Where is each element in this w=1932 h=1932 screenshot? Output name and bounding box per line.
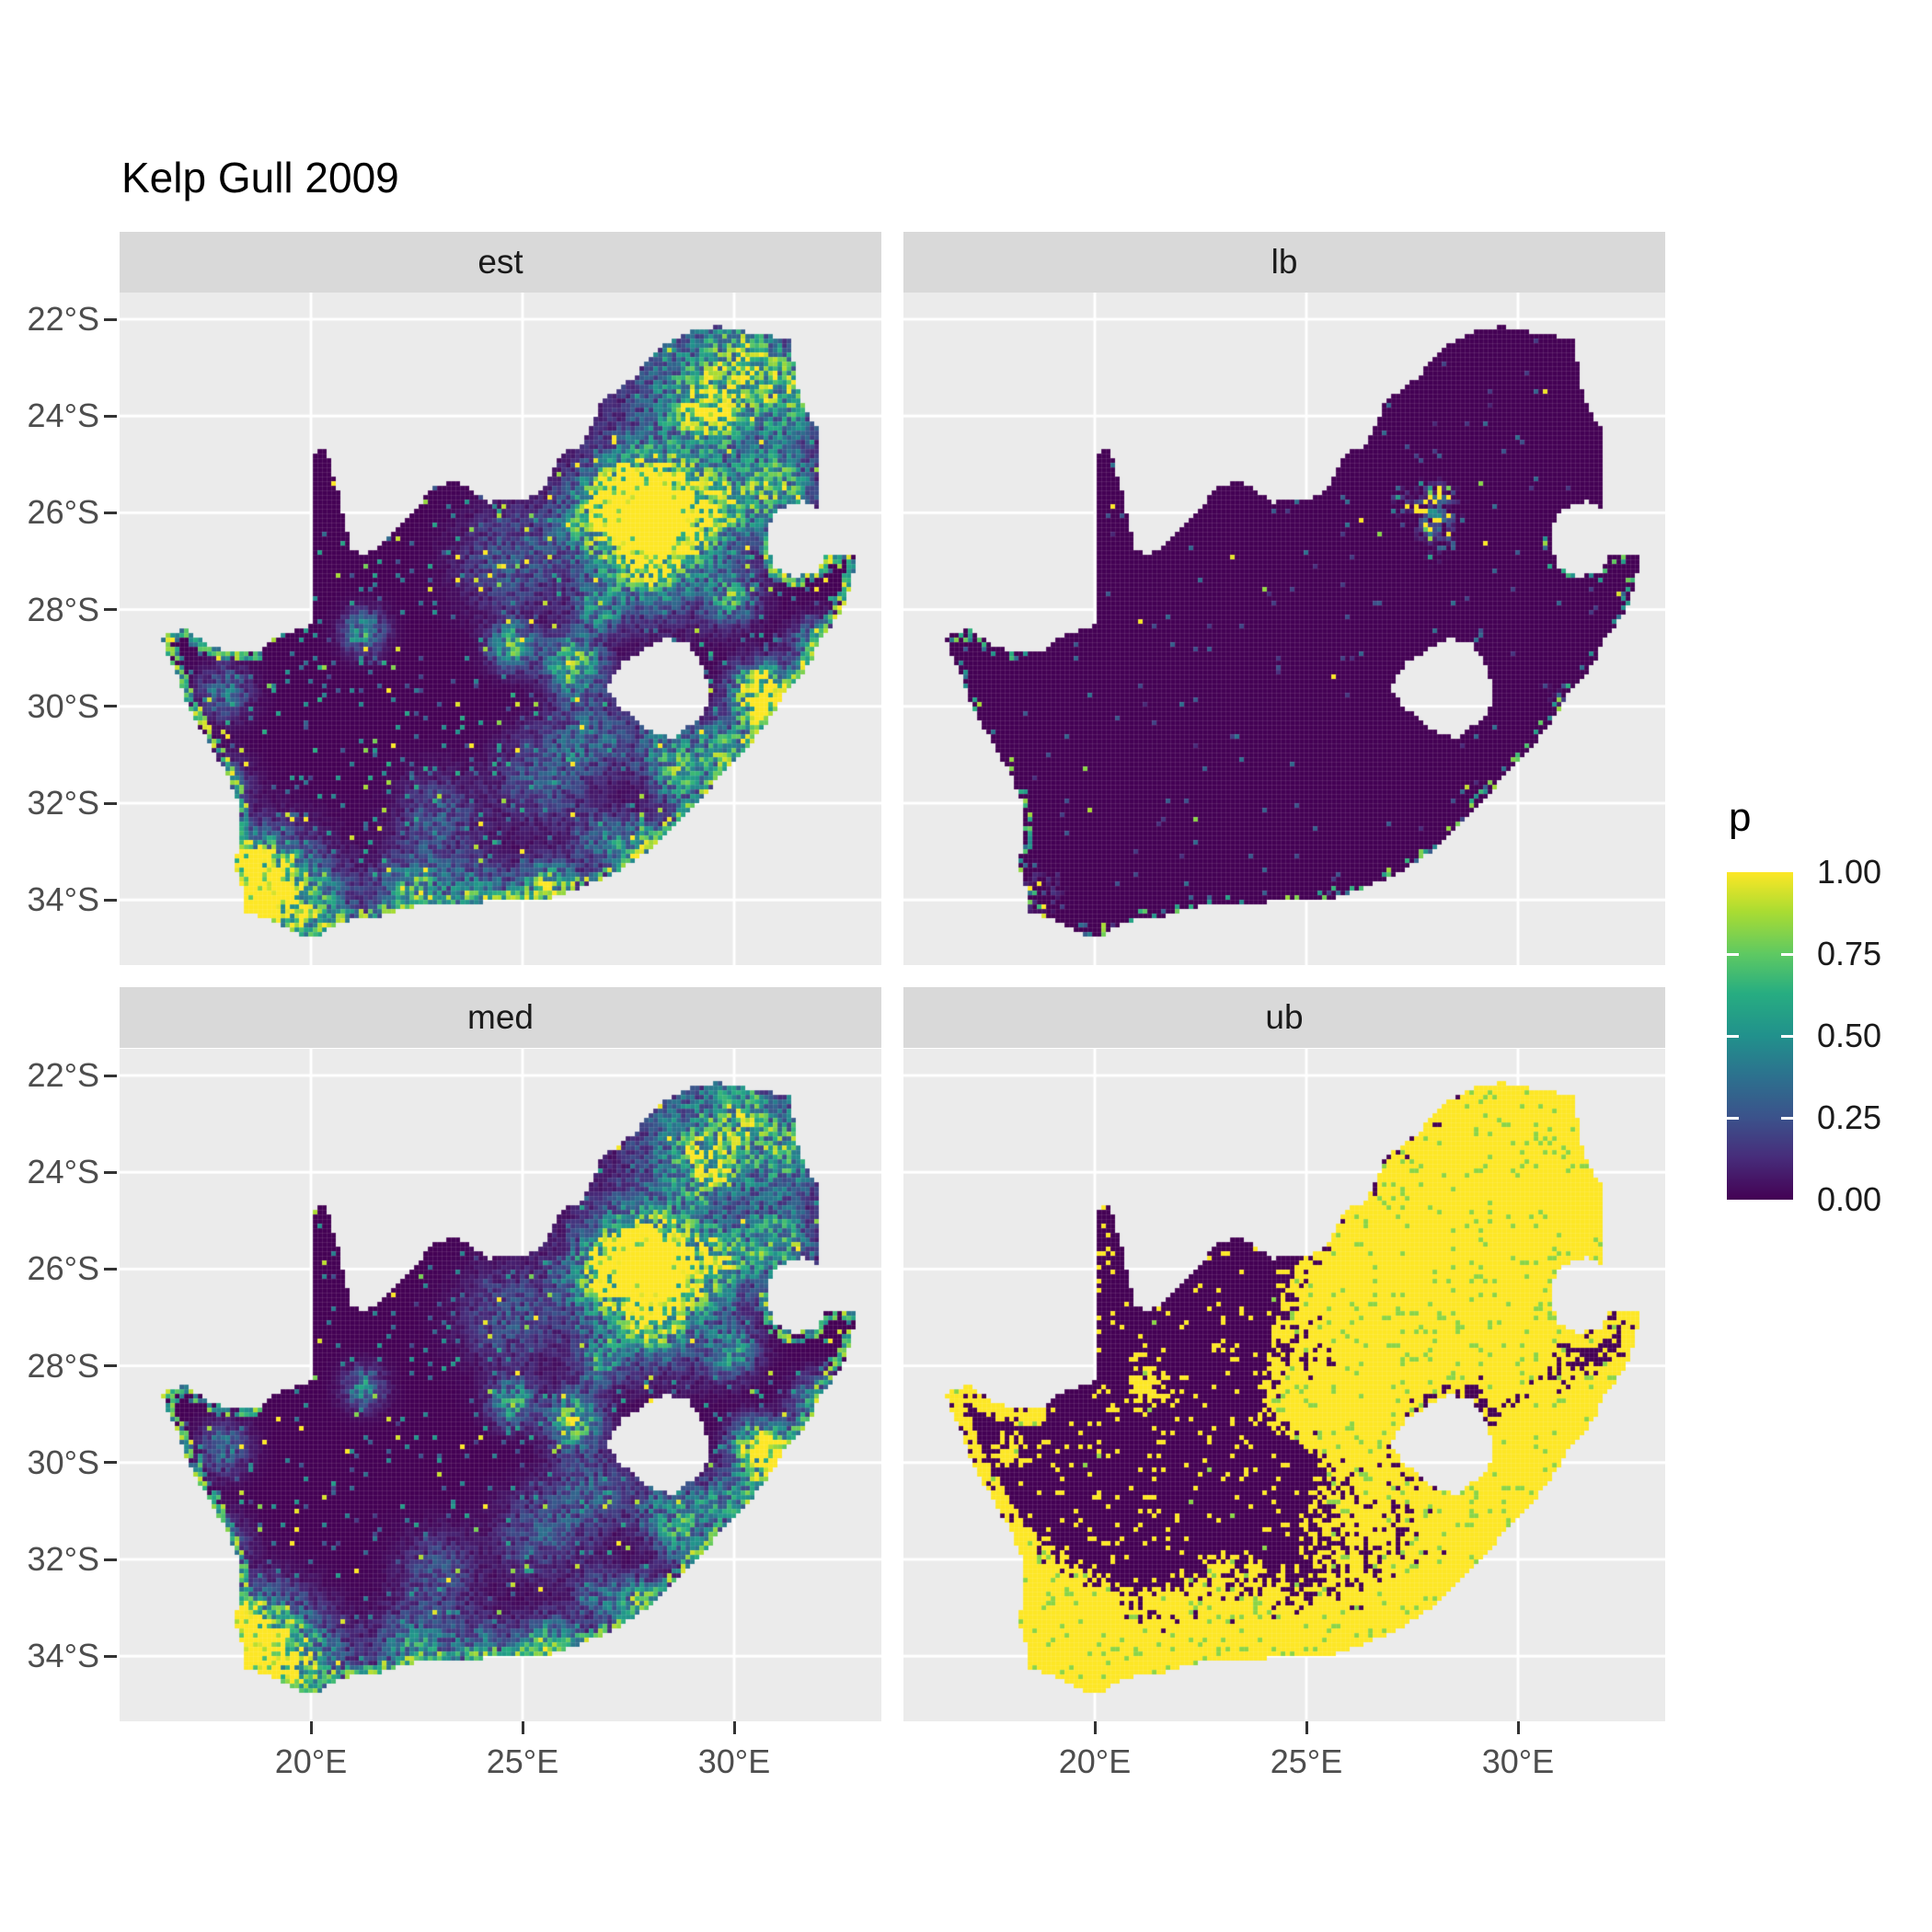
y-axis-tick <box>104 1170 117 1174</box>
legend-title: p <box>1729 795 1752 840</box>
y-axis-tick <box>104 801 117 805</box>
legend-tick-mark <box>1781 1034 1793 1038</box>
legend-tick-mark <box>1781 952 1793 956</box>
legend-tick-label: 1.00 <box>1817 853 1882 891</box>
map-panel-est <box>120 293 881 965</box>
y-axis-label: 34°S <box>27 1637 99 1675</box>
y-axis-label: 22°S <box>27 1056 99 1094</box>
y-axis-label: 34°S <box>27 880 99 919</box>
legend-tick-label: 0.50 <box>1817 1017 1882 1054</box>
y-axis-label: 24°S <box>27 397 99 435</box>
y-axis-tick <box>104 898 117 902</box>
y-axis-tick <box>104 1461 117 1465</box>
legend-tick-mark <box>1727 1034 1739 1038</box>
x-axis-tick <box>732 1721 736 1734</box>
facet-strip-label: lb <box>1271 243 1298 281</box>
legend-tick-mark <box>1781 1116 1793 1120</box>
facet-strip-label: ub <box>1265 998 1304 1036</box>
y-axis-label: 28°S <box>27 590 99 628</box>
facet-strip-label: med <box>467 998 534 1036</box>
facet-strip-est: est <box>120 232 881 293</box>
facet-strip-med: med <box>120 987 881 1048</box>
legend-tick-mark <box>1727 952 1739 956</box>
facet-strip-label: est <box>477 243 523 281</box>
facet-strip-ub: ub <box>903 987 1665 1048</box>
y-axis-tick <box>104 1558 117 1561</box>
y-axis-label: 26°S <box>27 1249 99 1288</box>
legend-tick-label: 0.25 <box>1817 1098 1882 1136</box>
y-axis-label: 26°S <box>27 493 99 532</box>
x-axis-label: 20°E <box>1058 1742 1132 1780</box>
y-axis-label: 30°S <box>27 686 99 725</box>
legend-tick-mark <box>1727 1116 1739 1120</box>
x-axis-tick <box>1516 1721 1520 1734</box>
map-panel-ub <box>903 1049 1665 1721</box>
x-axis-tick <box>1305 1721 1308 1734</box>
y-axis-label: 30°S <box>27 1443 99 1481</box>
y-axis-tick <box>104 1267 117 1271</box>
y-axis-label: 32°S <box>27 1540 99 1578</box>
legend-tick-label: 0.75 <box>1817 935 1882 972</box>
y-axis-label: 24°S <box>27 1153 99 1191</box>
x-axis-label: 30°E <box>697 1742 771 1780</box>
map-panel-med <box>120 1049 881 1721</box>
y-axis-label: 28°S <box>27 1346 99 1385</box>
y-axis-tick <box>104 705 117 708</box>
y-axis-tick <box>104 414 117 418</box>
x-axis-label: 25°E <box>486 1742 559 1780</box>
y-axis-tick <box>104 511 117 514</box>
x-axis-label: 20°E <box>274 1742 348 1780</box>
x-axis-tick <box>521 1721 524 1734</box>
y-axis-tick <box>104 608 117 612</box>
x-axis-label: 30°E <box>1481 1742 1555 1780</box>
y-axis-label: 22°S <box>27 300 99 338</box>
legend-tick-label: 0.00 <box>1817 1180 1882 1218</box>
plot-title: Kelp Gull 2009 <box>121 154 399 201</box>
map-panel-lb <box>903 293 1665 965</box>
x-axis-tick <box>1093 1721 1097 1734</box>
y-axis-tick <box>104 1654 117 1658</box>
facet-strip-lb: lb <box>903 232 1665 293</box>
y-axis-tick <box>104 1074 117 1077</box>
y-axis-tick <box>104 1364 117 1368</box>
x-axis-label: 25°E <box>1270 1742 1343 1780</box>
y-axis-label: 32°S <box>27 784 99 822</box>
y-axis-tick <box>104 317 117 321</box>
x-axis-tick <box>309 1721 313 1734</box>
